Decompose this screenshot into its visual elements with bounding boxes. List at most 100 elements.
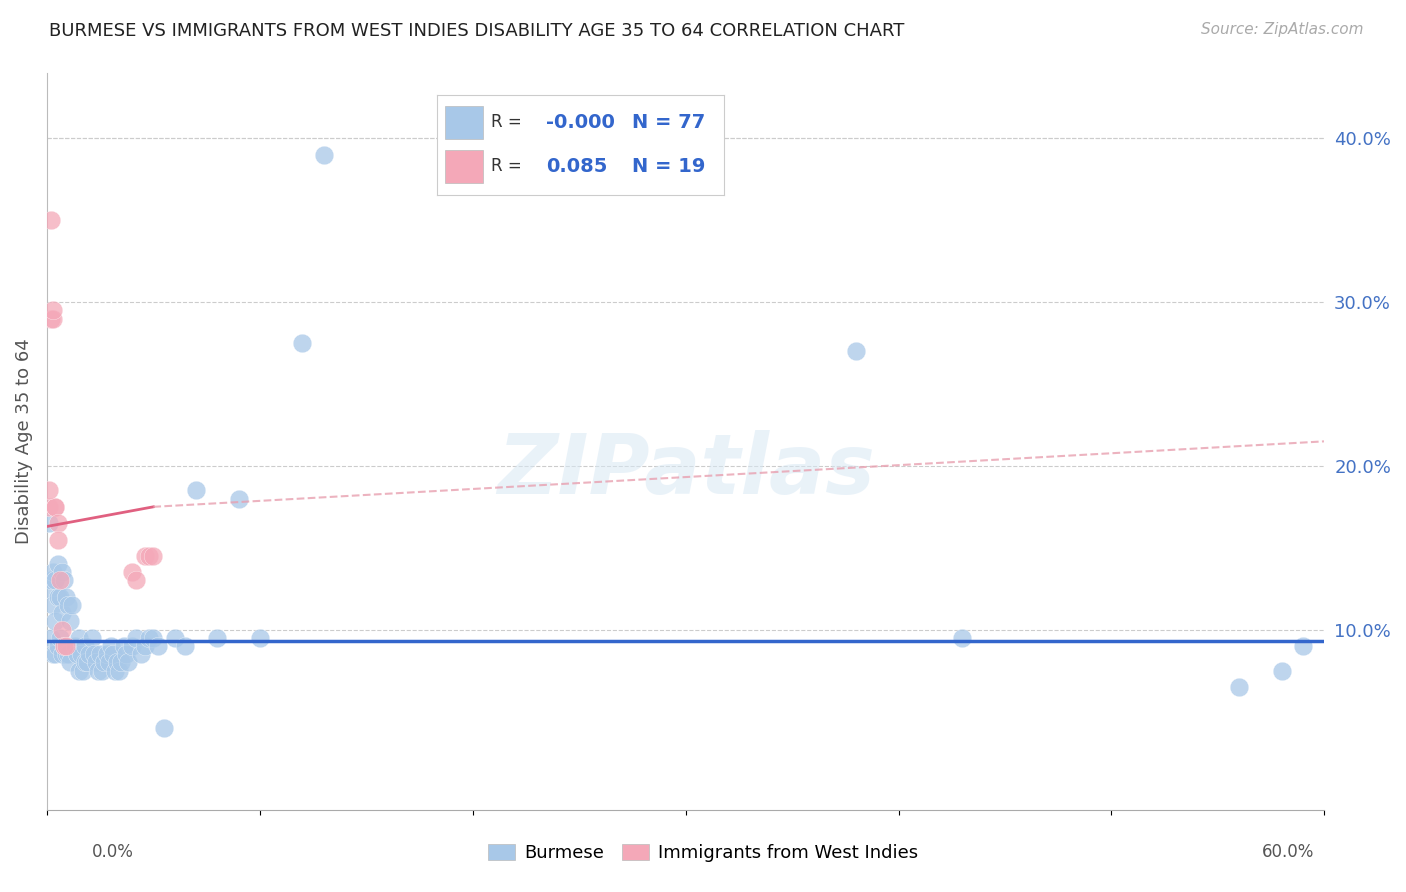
Point [52, 639, 75, 653]
Point [97, 656, 120, 670]
Point [39, 213, 62, 227]
Point [205, 631, 228, 645]
Point [138, 631, 160, 645]
Point [952, 631, 974, 645]
Point [55, 647, 77, 661]
Point [55, 590, 77, 604]
Point [44, 574, 66, 588]
Point [129, 647, 152, 661]
Point [39, 631, 62, 645]
Point [59, 615, 82, 629]
Point [121, 566, 143, 580]
Point [83, 647, 105, 661]
Point [134, 549, 156, 563]
Point [174, 639, 197, 653]
Point [312, 148, 335, 162]
Point [38, 483, 60, 498]
Point [42, 598, 65, 612]
Point [46, 533, 69, 547]
Point [87, 664, 110, 678]
Point [142, 549, 165, 563]
Point [110, 656, 132, 670]
Point [46, 516, 69, 531]
Point [39, 574, 62, 588]
Point [142, 631, 165, 645]
Point [845, 344, 868, 359]
Point [1227, 680, 1250, 694]
Point [1271, 664, 1294, 678]
Point [56, 647, 79, 661]
Point [84, 656, 107, 670]
Point [125, 574, 148, 588]
Point [89, 647, 111, 661]
Point [38, 516, 60, 531]
Point [100, 639, 122, 653]
Point [104, 664, 127, 678]
Point [96, 647, 118, 661]
Point [52, 639, 75, 653]
Point [44, 500, 66, 514]
Point [55, 639, 77, 653]
Point [76, 656, 98, 670]
Y-axis label: Disability Age 35 to 64: Disability Age 35 to 64 [15, 338, 32, 544]
Point [93, 656, 115, 670]
Point [461, 148, 484, 162]
Text: 0.0%: 0.0% [91, 843, 134, 861]
Point [67, 631, 90, 645]
Point [38, 500, 60, 514]
Point [80, 631, 103, 645]
Point [153, 721, 176, 735]
Point [75, 639, 97, 653]
Point [184, 483, 207, 498]
Point [146, 639, 169, 653]
Point [121, 639, 143, 653]
Point [66, 647, 89, 661]
Point [51, 606, 73, 620]
Legend: Burmese, Immigrants from West Indies: Burmese, Immigrants from West Indies [481, 837, 925, 870]
Point [63, 639, 86, 653]
Point [75, 656, 97, 670]
Point [48, 590, 70, 604]
Point [56, 598, 79, 612]
Point [101, 647, 124, 661]
Point [117, 656, 139, 670]
Point [163, 631, 186, 645]
Point [51, 647, 73, 661]
Point [1292, 639, 1315, 653]
Point [42, 566, 65, 580]
Point [52, 574, 75, 588]
Point [291, 336, 314, 351]
Point [79, 647, 101, 661]
Point [39, 311, 62, 326]
Point [59, 656, 82, 670]
Point [48, 574, 70, 588]
Point [114, 647, 136, 661]
Point [91, 664, 114, 678]
Point [44, 500, 66, 514]
Point [138, 549, 160, 563]
Text: Source: ZipAtlas.com: Source: ZipAtlas.com [1201, 22, 1364, 37]
Point [72, 664, 94, 678]
Point [46, 590, 69, 604]
Point [105, 656, 128, 670]
Point [62, 598, 84, 612]
Point [42, 303, 65, 318]
Text: ZIPatlas: ZIPatlas [496, 430, 875, 511]
Text: 60.0%: 60.0% [1263, 843, 1315, 861]
Point [249, 631, 271, 645]
Point [44, 615, 66, 629]
Point [48, 631, 70, 645]
Point [42, 311, 65, 326]
Point [134, 639, 156, 653]
Point [112, 639, 135, 653]
Point [125, 631, 148, 645]
Point [51, 566, 73, 580]
Point [70, 647, 93, 661]
Point [51, 623, 73, 637]
Point [108, 664, 131, 678]
Point [44, 647, 66, 661]
Point [38, 582, 60, 596]
Text: BURMESE VS IMMIGRANTS FROM WEST INDIES DISABILITY AGE 35 TO 64 CORRELATION CHART: BURMESE VS IMMIGRANTS FROM WEST INDIES D… [49, 22, 904, 40]
Point [67, 664, 90, 678]
Point [46, 639, 69, 653]
